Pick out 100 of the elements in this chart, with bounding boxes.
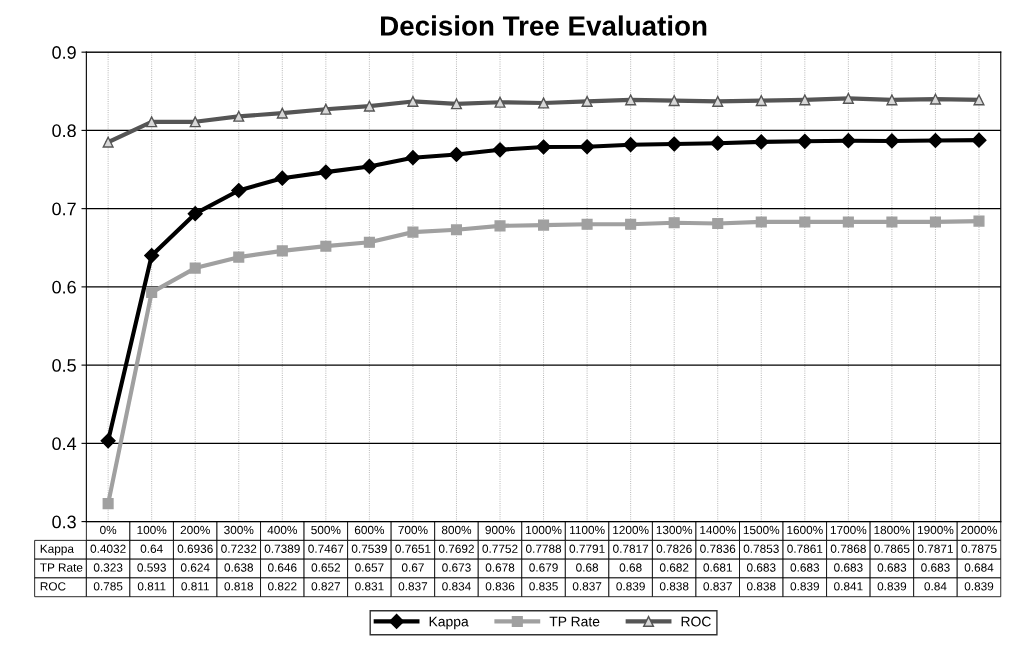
point bbox=[753, 134, 769, 150]
data-label: 0.323 bbox=[93, 563, 123, 572]
point bbox=[579, 139, 595, 155]
x-tick-label: 1500% bbox=[743, 525, 780, 535]
legend-label: Kappa bbox=[429, 616, 469, 630]
x-tick-label: 1200% bbox=[613, 525, 649, 535]
x-tick-label: 1400% bbox=[700, 525, 736, 535]
point bbox=[187, 206, 203, 222]
y-tick-label: 0.9 bbox=[52, 46, 76, 59]
point bbox=[712, 217, 724, 230]
point bbox=[189, 262, 201, 274]
point bbox=[929, 93, 942, 105]
point bbox=[581, 218, 593, 230]
point bbox=[146, 286, 158, 298]
data-label: 0.827 bbox=[311, 582, 341, 591]
data-label: 0.837 bbox=[703, 582, 732, 591]
point bbox=[973, 215, 985, 227]
point bbox=[494, 220, 506, 232]
y-tick-label: 0.7 bbox=[52, 202, 76, 216]
point bbox=[625, 218, 637, 230]
data-label: 0.646 bbox=[267, 563, 297, 572]
data-label: 0.837 bbox=[398, 582, 428, 591]
point bbox=[276, 107, 288, 119]
point bbox=[755, 216, 767, 228]
data-label: 0.673 bbox=[442, 563, 471, 572]
point bbox=[189, 116, 201, 128]
x-tick-label: 500% bbox=[311, 525, 341, 535]
data-label: 0.7651 bbox=[395, 544, 431, 553]
legend-label: ROC bbox=[681, 616, 711, 627]
data-label: 0.7539 bbox=[351, 544, 387, 553]
data-label: 0.7692 bbox=[438, 544, 474, 553]
y-tick-label: 0.8 bbox=[52, 124, 76, 138]
point bbox=[494, 96, 506, 108]
point bbox=[666, 136, 682, 152]
data-label: 0.7875 bbox=[961, 544, 997, 553]
x-tick-label: 1800% bbox=[874, 525, 910, 535]
x-tick-label: 900% bbox=[485, 525, 515, 535]
x-tick-label: 800% bbox=[441, 525, 472, 535]
legend-label: TP Rate bbox=[549, 616, 600, 627]
data-label: 0.811 bbox=[181, 582, 209, 591]
data-label: 0.837 bbox=[572, 582, 602, 591]
point bbox=[146, 116, 158, 128]
data-label: 0.7752 bbox=[482, 544, 518, 553]
data-label: 0.836 bbox=[485, 582, 515, 591]
data-label: 0.68 bbox=[576, 563, 599, 572]
data-label: 0.839 bbox=[877, 582, 907, 591]
data-label: 0.64 bbox=[140, 544, 163, 553]
x-tick-label: 600% bbox=[354, 525, 385, 535]
y-tick-label: 0.4 bbox=[52, 437, 77, 451]
point bbox=[538, 97, 550, 109]
data-label: 0.638 bbox=[224, 563, 254, 572]
x-tick-label: 1000% bbox=[526, 525, 562, 535]
point bbox=[492, 142, 508, 158]
data-label: 0.838 bbox=[746, 582, 776, 591]
point bbox=[144, 248, 160, 264]
point bbox=[320, 240, 332, 252]
point bbox=[450, 224, 463, 236]
data-label: 0.683 bbox=[877, 563, 907, 572]
data-label: 0.7389 bbox=[264, 544, 300, 553]
point bbox=[755, 95, 767, 107]
data-label: 0.683 bbox=[921, 563, 950, 572]
point bbox=[450, 98, 463, 110]
point bbox=[668, 95, 680, 107]
chart-title: Decision Tree Evaluation bbox=[381, 15, 707, 36]
x-tick-label: 1900% bbox=[917, 525, 954, 535]
data-label: 0.684 bbox=[964, 563, 994, 572]
data-label: 0.683 bbox=[746, 563, 776, 572]
point bbox=[668, 217, 680, 229]
data-label: 0.657 bbox=[355, 563, 384, 572]
data-label: 0.683 bbox=[834, 563, 863, 572]
point bbox=[710, 135, 726, 151]
point bbox=[274, 170, 290, 186]
text: ROC bbox=[40, 582, 66, 591]
point bbox=[884, 133, 900, 149]
point bbox=[581, 95, 593, 108]
x-tick-label: 1300% bbox=[656, 525, 693, 535]
point bbox=[535, 139, 552, 155]
point bbox=[799, 216, 811, 228]
data-label: 0.7788 bbox=[525, 544, 562, 553]
data-label: 0.818 bbox=[224, 582, 254, 591]
x-tick-label: 1100% bbox=[570, 525, 605, 535]
point bbox=[448, 146, 465, 163]
x-tick-label: 2000% bbox=[961, 525, 997, 535]
point bbox=[361, 158, 377, 175]
point bbox=[712, 95, 724, 108]
point bbox=[407, 226, 419, 238]
x-tick-label: 200% bbox=[180, 525, 210, 535]
point bbox=[799, 94, 811, 106]
text: TP Rate bbox=[40, 563, 83, 572]
data-label: 0.835 bbox=[529, 582, 558, 591]
y-tick-label: 0.3 bbox=[52, 515, 76, 529]
data-label: 0.838 bbox=[659, 582, 689, 591]
x-tick-label: 1600% bbox=[787, 525, 823, 535]
point bbox=[363, 236, 375, 248]
data-label: 0.6936 bbox=[177, 544, 213, 553]
y-tick-label: 0.5 bbox=[52, 359, 76, 372]
data-label: 0.7791 bbox=[569, 544, 605, 553]
y-tick-label: 0.6 bbox=[52, 280, 76, 294]
data-label: 0.839 bbox=[790, 582, 820, 591]
data-label: 0.7467 bbox=[308, 544, 344, 553]
